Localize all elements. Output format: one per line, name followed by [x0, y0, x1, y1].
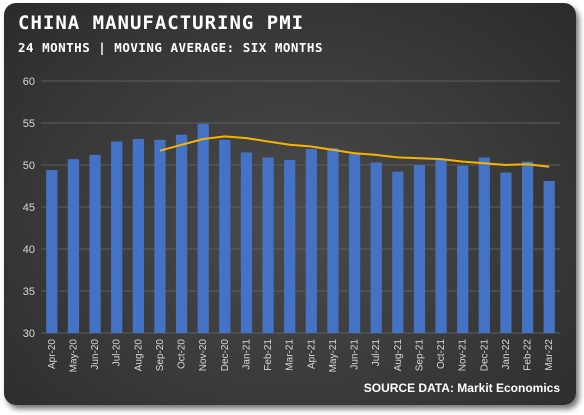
x-tick-label-Mar-22: Mar-22: [544, 339, 555, 371]
x-tick-label-Jul-21: Jul-21: [371, 339, 382, 367]
x-tick-label-Oct-20: Oct-20: [177, 339, 188, 369]
x-tick-label-Feb-21: Feb-21: [263, 339, 274, 371]
y-tick-label-60: 60: [23, 76, 35, 88]
bar-Jun-20: [89, 154, 101, 333]
x-tick-label-Jan-21: Jan-21: [241, 339, 252, 370]
x-tick-label-Apr-20: Apr-20: [47, 339, 58, 369]
bar-Mar-21: [284, 159, 296, 333]
bar-May-20: [67, 159, 80, 333]
bar-Sep-21: [413, 165, 426, 333]
moving-average-line: [159, 135, 550, 168]
bar-Dec-21: [478, 157, 490, 333]
x-tick-label-Dec-20: Dec-20: [220, 339, 231, 372]
y-tick-label-45: 45: [23, 202, 35, 214]
x-tick-label-Jun-21: Jun-21: [350, 339, 361, 370]
x-tick-label-Aug-21: Aug-21: [393, 339, 404, 372]
bar-May-21: [327, 148, 339, 333]
bar-Jan-22: [500, 172, 512, 333]
source-note: SOURCE DATA: Markit Economics: [363, 381, 560, 395]
x-tick-label-Sep-21: Sep-21: [414, 339, 425, 372]
chart-title: CHINA MANUFACTURING PMI: [18, 12, 305, 34]
pmi-chart: 30 35 40 45 50 55 60 Apr-20 May-20 Jun-20 Jul-20 Au…: [23, 76, 560, 373]
chart-card: CHINA MANUFACTURING PMI 24 MONTHS | MOVI…: [4, 3, 576, 405]
y-tick-label-55: 55: [23, 118, 35, 130]
x-tick-label-Sep-20: Sep-20: [155, 339, 166, 372]
bar-Feb-21: [262, 157, 274, 333]
x-tick-label-Nov-20: Nov-20: [198, 339, 209, 372]
bar-Nov-21: [457, 165, 469, 333]
bar-Mar-22: [543, 180, 555, 333]
chart-subtitle: 24 MONTHS | MOVING AVERAGE: SIX MONTHS: [18, 40, 323, 55]
bar-Jan-21: [240, 152, 253, 333]
x-tick-label-Feb-22: Feb-22: [523, 339, 534, 371]
bar-Feb-22: [521, 161, 534, 333]
bar-Apr-20: [46, 170, 58, 333]
x-tick-label-Jul-20: Jul-20: [112, 339, 123, 367]
bar-Oct-20: [175, 134, 188, 333]
x-tick-label-May-20: May-20: [68, 339, 79, 373]
bar-Nov-20: [197, 123, 209, 333]
x-tick-label-Jan-22: Jan-22: [501, 339, 512, 370]
x-tick-label-Jun-20: Jun-20: [90, 339, 101, 370]
bar-Jul-20: [111, 141, 123, 333]
bar-Dec-20: [219, 139, 231, 333]
x-tick-label-May-21: May-21: [328, 339, 339, 373]
y-tick-label-35: 35: [23, 286, 35, 298]
bar-Jun-21: [348, 154, 361, 333]
x-tick-label-Aug-20: Aug-20: [133, 339, 144, 372]
y-tick-label-30: 30: [23, 328, 35, 340]
y-tick-label-50: 50: [23, 160, 35, 172]
bar-Sep-20: [154, 139, 166, 333]
y-tick-label-40: 40: [23, 244, 35, 256]
bar-Apr-21: [305, 149, 317, 333]
bar-Oct-21: [435, 159, 447, 333]
x-tick-label-Oct-21: Oct-21: [436, 339, 447, 369]
x-tick-label-Apr-21: Apr-21: [306, 339, 317, 369]
bar-Aug-20: [132, 138, 144, 333]
bar-Aug-21: [392, 171, 404, 333]
x-tick-label-Nov-21: Nov-21: [458, 339, 469, 372]
bar-Jul-21: [370, 162, 382, 333]
x-tick-label-Dec-21: Dec-21: [479, 339, 490, 372]
x-tick-label-Mar-21: Mar-21: [285, 339, 296, 371]
